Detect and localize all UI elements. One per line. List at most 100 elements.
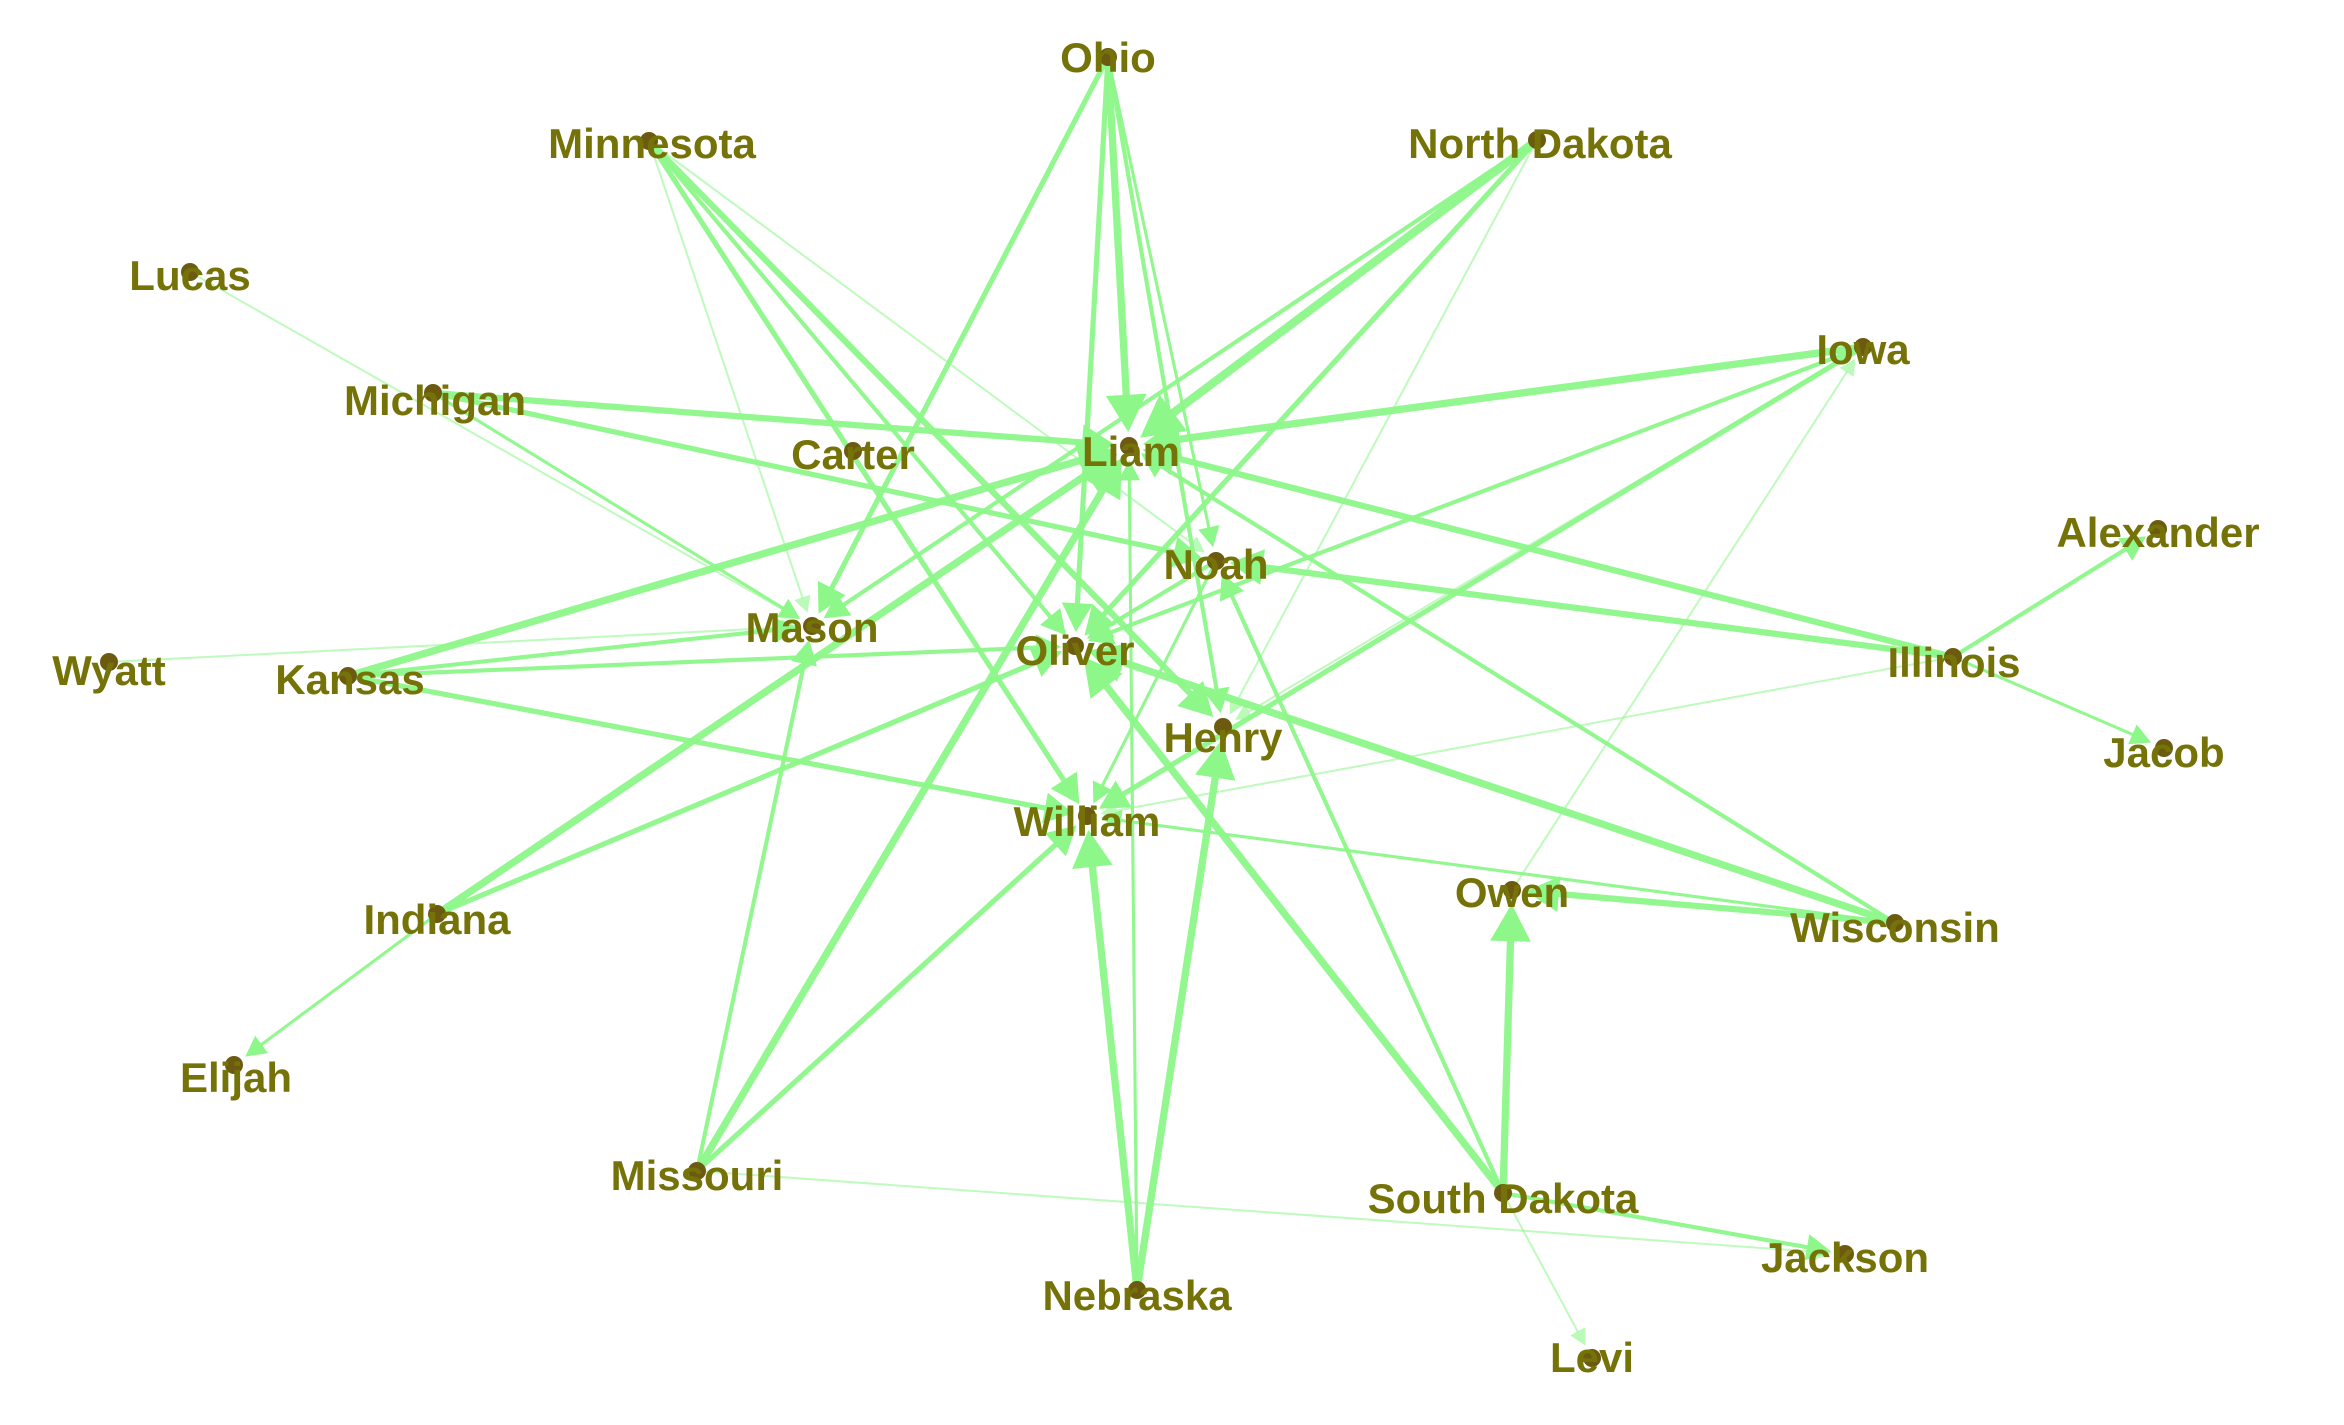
edge-south-dakota-to-owen [1499,937,1515,1197]
arrowhead-minnesota-to-william [1050,771,1080,805]
edge-south-dakota-to-jackson [1500,1190,1810,1250]
arrowhead-south-dakota-to-noah [1219,573,1244,602]
edge-nebraska-to-william [1088,863,1141,1294]
arrowhead-minnesota-to-noah [1186,536,1205,553]
node-label-south-dakota: South Dakota [1368,1175,1639,1222]
edge-michigan-to-mason [431,391,785,610]
arrowhead-north-dakota-to-mason [823,593,852,619]
edge-south-dakota-to-noah [1229,594,1506,1196]
arrowhead-illinois-to-noah [1229,549,1265,585]
arrowhead-owen-to-iowa [1839,358,1856,377]
node-label-noah: Noah [1164,541,1269,588]
edge-indiana-to-oliver [434,659,1039,917]
edge-ohio-to-oliver [1074,54,1111,606]
arrowhead-south-dakota-to-jackson [1804,1234,1832,1261]
node-label-north-dakota: North Dakota [1408,120,1672,167]
node-wyatt [100,653,118,671]
node-label-jacob: Jacob [2103,729,2224,776]
edge-iowa-to-william [1121,344,1866,797]
node-iowa [1854,338,1872,356]
arrowhead-north-dakota-to-henry [1229,696,1245,715]
node-label-iowa: Iowa [1816,326,1910,373]
node-label-kansas: Kansas [275,656,424,703]
node-label-alexander: Alexander [2056,509,2259,556]
node-missouri [688,1162,706,1180]
node-label-nebraska: Nebraska [1042,1272,1232,1319]
node-label-ohio: Ohio [1060,34,1156,81]
edge-kansas-to-oliver [345,645,1039,679]
node-label-minnesota: Minnesota [548,120,756,167]
node-label-levi: Levi [1550,1334,1634,1381]
node-mason [803,617,821,635]
arrowhead-minnesota-to-mason [794,594,811,613]
edge-wyatt-to-mason [107,626,783,664]
node-indiana [428,905,446,923]
node-label-wyatt: Wyatt [52,647,166,694]
node-jackson [1836,1245,1854,1263]
node-liam [1120,437,1138,455]
edge-missouri-to-william [694,842,1058,1174]
edge-iowa-to-henry [1247,345,1865,713]
edge-missouri-to-mason [694,661,807,1174]
arrowhead-missouri-to-william [1044,825,1077,857]
node-label-liam: Liam [1082,428,1180,475]
arrowhead-nebraska-to-william [1072,829,1113,870]
node-ohio [1099,48,1117,66]
edge-minnesota-to-mason [647,139,804,599]
arrowheads-layer [245,358,2152,1346]
edge-missouri-to-jackson [695,1169,1816,1253]
arrowhead-nebraska-to-henry [1195,740,1236,781]
node-south-dakota [1494,1184,1512,1202]
node-illinois [1944,648,1962,666]
arrowhead-iowa-to-henry [1235,704,1254,720]
edge-indiana-to-elijah [260,912,439,1047]
node-william [1078,807,1096,825]
arrowhead-minnesota-to-henry [1177,680,1214,717]
node-label-illinois: Illinois [1887,639,2020,686]
edge-illinois-to-alexander [1950,547,2128,660]
node-label-missouri: Missouri [611,1152,784,1199]
edge-wisconsin-to-owen [1555,890,1899,927]
edge-illinois-to-william [1115,655,1955,812]
arrowhead-nebraska-to-liam [1118,459,1141,481]
node-label-oliver: Oliver [1015,627,1134,674]
node-lucas [181,263,199,281]
node-elijah [225,1056,243,1074]
edge-ohio-to-liam [1104,53,1130,399]
edge-wisconsin-to-liam [1159,464,1898,926]
arrowhead-michigan-to-mason [777,598,801,619]
node-alexander [2149,520,2167,538]
node-carter [844,442,862,460]
edge-north-dakota-to-mason [841,137,1540,607]
edge-iowa-to-liam [1176,343,1867,443]
node-label-michigan: Michigan [344,377,526,424]
arrowhead-wisconsin-to-liam [1140,453,1169,478]
edge-nebraska-to-liam [1127,478,1139,1292]
arrowhead-ohio-to-oliver [1061,602,1093,633]
node-label-elijah: Elijah [180,1054,292,1101]
arrowhead-missouri-to-mason [791,639,817,667]
edge-ohio-to-noah [1106,55,1211,529]
arrowhead-iowa-to-william [1098,780,1132,809]
node-jacob [2155,739,2173,757]
arrowhead-ohio-to-noah [1198,525,1220,548]
edge-north-dakota-to-oliver [1101,137,1540,617]
edges-layer [107,53,2134,1333]
edge-ohio-to-henry [1105,54,1219,692]
node-nebraska [1128,1281,1146,1299]
node-oliver [1066,637,1084,655]
arrowhead-missouri-to-liam [1085,458,1122,501]
arrowhead-kansas-to-william [1042,792,1074,824]
arrowhead-wisconsin-to-owen [1525,876,1561,912]
edge-nebraska-to-henry [1133,773,1219,1294]
node-levi [1583,1349,1601,1367]
arrowhead-noah-to-william [1092,780,1113,804]
edge-illinois-to-liam [1171,454,1957,661]
node-label-carter: Carter [791,431,915,478]
edge-north-dakota-to-henry [1236,138,1539,702]
edge-michigan-to-noah [430,390,1177,555]
arrowhead-noah-to-oliver [1086,614,1115,639]
node-minnesota [640,132,658,150]
node-north-dakota [1528,131,1546,149]
